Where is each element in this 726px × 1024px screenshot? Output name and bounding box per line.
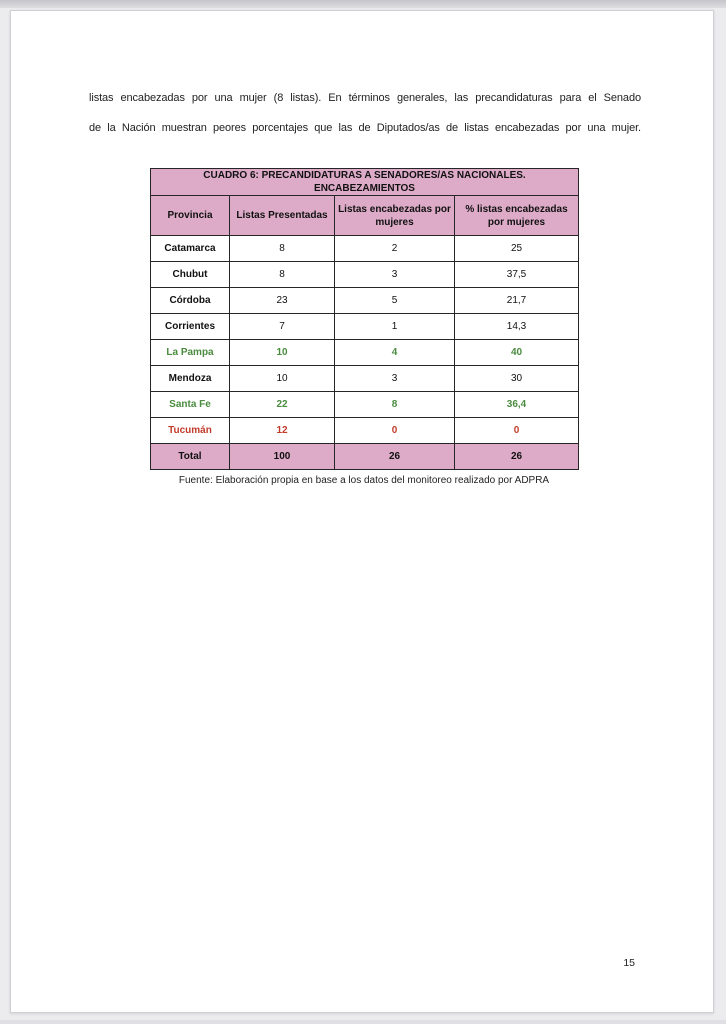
- table-title: CUADRO 6: PRECANDIDATURAS A SENADORES/AS…: [150, 168, 579, 196]
- cell-pct-encabezadas: 30: [454, 365, 579, 392]
- cell-listas-encabezadas: 3: [334, 365, 455, 392]
- paragraph-line: listas encabezadas por una mujer (8 list…: [89, 92, 641, 104]
- document-page: listas encabezadas por una mujer (8 list…: [10, 10, 714, 1013]
- cell-listas-presentadas: 12: [229, 417, 335, 444]
- cell-listas-presentadas: 10: [229, 339, 335, 366]
- cell-total-listas-encabezadas: 26: [334, 443, 455, 470]
- cell-listas-encabezadas: 8: [334, 391, 455, 418]
- cell-pct-encabezadas: 37,5: [454, 261, 579, 288]
- column-header-provincia: Provincia: [150, 195, 230, 236]
- cell-total-label: Total: [150, 443, 230, 470]
- column-header-pct-encabezadas: % listas encabezadas por mujeres: [454, 195, 579, 236]
- cell-province: Santa Fe: [150, 391, 230, 418]
- cell-listas-presentadas: 22: [229, 391, 335, 418]
- cell-listas-presentadas: 8: [229, 261, 335, 288]
- cell-listas-presentadas: 10: [229, 365, 335, 392]
- cell-listas-encabezadas: 5: [334, 287, 455, 314]
- table-row: Mendoza 10 3 30: [150, 365, 579, 392]
- table-header-row: Provincia Listas Presentadas Listas enca…: [150, 195, 579, 236]
- table-title-line2: ENCABEZAMIENTOS: [314, 183, 415, 194]
- cell-pct-encabezadas: 25: [454, 235, 579, 262]
- table-total-row: Total 100 26 26: [150, 443, 579, 470]
- cell-pct-encabezadas: 36,4: [454, 391, 579, 418]
- table-row: Chubut 8 3 37,5: [150, 261, 579, 288]
- cell-listas-encabezadas: 1: [334, 313, 455, 340]
- cell-pct-encabezadas: 0: [454, 417, 579, 444]
- cell-pct-encabezadas: 40: [454, 339, 579, 366]
- cell-listas-encabezadas: 3: [334, 261, 455, 288]
- cell-province: Corrientes: [150, 313, 230, 340]
- body-paragraph: listas encabezadas por una mujer (8 list…: [89, 83, 641, 143]
- cell-pct-encabezadas: 14,3: [454, 313, 579, 340]
- cuadro6-table: CUADRO 6: PRECANDIDATURAS A SENADORES/AS…: [150, 168, 579, 470]
- cell-province: Chubut: [150, 261, 230, 288]
- cell-listas-encabezadas: 0: [334, 417, 455, 444]
- table-row: Catamarca 8 2 25: [150, 235, 579, 262]
- table-title-line1: CUADRO 6: PRECANDIDATURAS A SENADORES/AS…: [203, 170, 526, 181]
- table-title-row: CUADRO 6: PRECANDIDATURAS A SENADORES/AS…: [150, 168, 579, 196]
- cell-listas-presentadas: 7: [229, 313, 335, 340]
- table-row: Tucumán 12 0 0: [150, 417, 579, 444]
- cell-province: La Pampa: [150, 339, 230, 366]
- cell-listas-presentadas: 8: [229, 235, 335, 262]
- cell-listas-encabezadas: 4: [334, 339, 455, 366]
- viewer-bottom-strip: [0, 1020, 726, 1024]
- table-row: Córdoba 23 5 21,7: [150, 287, 579, 314]
- table-source-note: Fuente: Elaboración propia en base a los…: [178, 475, 550, 486]
- table-row: Corrientes 7 1 14,3: [150, 313, 579, 340]
- table-row: Santa Fe 22 8 36,4: [150, 391, 579, 418]
- cell-province: Córdoba: [150, 287, 230, 314]
- cell-listas-presentadas: 23: [229, 287, 335, 314]
- cell-province: Tucumán: [150, 417, 230, 444]
- cell-pct-encabezadas: 21,7: [454, 287, 579, 314]
- table-row: La Pampa 10 4 40: [150, 339, 579, 366]
- column-header-listas-encabezadas: Listas encabezadas por mujeres: [334, 195, 455, 236]
- cell-province: Catamarca: [150, 235, 230, 262]
- cell-total-listas-presentadas: 100: [229, 443, 335, 470]
- cuadro6-block: CUADRO 6: PRECANDIDATURAS A SENADORES/AS…: [150, 168, 579, 486]
- cell-listas-encabezadas: 2: [334, 235, 455, 262]
- cell-total-pct-encabezadas: 26: [454, 443, 579, 470]
- viewer-top-strip: [0, 0, 726, 8]
- cell-province: Mendoza: [150, 365, 230, 392]
- column-header-listas-presentadas: Listas Presentadas: [229, 195, 335, 236]
- paragraph-line: de la Nación muestran peores porcentajes…: [89, 122, 641, 134]
- page-number: 15: [623, 957, 635, 969]
